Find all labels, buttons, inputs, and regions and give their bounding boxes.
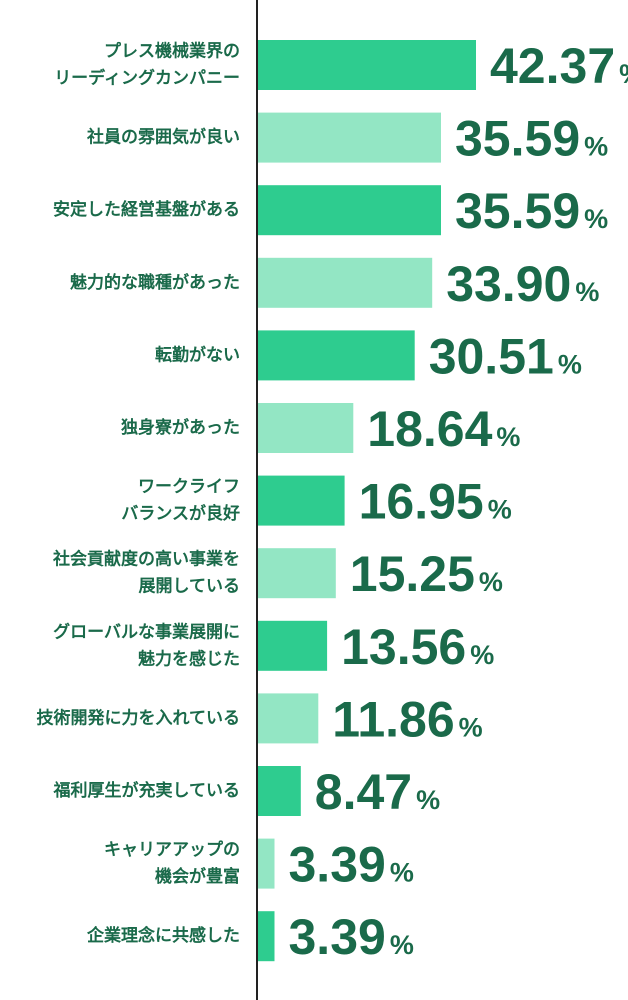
bar <box>257 693 319 744</box>
category-label-line: 転勤がない <box>155 344 240 365</box>
category-label: 魅力的な職種があった <box>70 272 240 293</box>
category-label-line: 機会が豊富 <box>155 866 240 887</box>
bar <box>257 112 441 163</box>
value-unit: % <box>416 785 440 815</box>
category-label: 転勤がない <box>155 344 240 365</box>
value-number: 35.59 <box>455 183 580 239</box>
category-label-line: 安定した経営基盤がある <box>53 199 240 220</box>
category-label-line: 技術開発に力を入れている <box>37 707 241 728</box>
value-unit: % <box>496 422 520 452</box>
category-label: プレス機械業界のリーディングカンパニー <box>54 41 240 89</box>
category-label-line: 社員の雰囲気が良い <box>86 127 240 148</box>
value-number: 42.37 <box>490 38 615 94</box>
value-number: 15.25 <box>350 546 475 602</box>
value-number: 16.95 <box>359 474 484 530</box>
value-label: 18.64% <box>367 401 520 457</box>
value-label: 16.95% <box>359 474 512 530</box>
category-label: 技術開発に力を入れている <box>37 707 241 728</box>
category-label: 社会貢献度の高い事業を展開している <box>52 549 240 597</box>
value-unit: % <box>470 640 494 670</box>
value-label: 3.39% <box>289 909 414 965</box>
category-label-line: グローバルな事業展開に <box>53 621 240 642</box>
value-label: 35.59% <box>455 111 608 167</box>
value-unit: % <box>459 712 483 742</box>
category-label: 独身寮があった <box>121 417 240 438</box>
bar <box>257 838 275 889</box>
category-label: 社員の雰囲気が良い <box>86 127 240 148</box>
value-number: 18.64 <box>367 401 492 457</box>
value-number: 35.59 <box>455 111 580 167</box>
value-unit: % <box>584 132 608 162</box>
category-label-line: 独身寮があった <box>121 417 240 438</box>
category-label-line: ワークライフ <box>138 477 240 497</box>
value-label: 8.47% <box>315 764 440 820</box>
category-label-line: リーディングカンパニー <box>54 68 240 89</box>
value-number: 3.39 <box>289 909 386 965</box>
bar <box>257 185 441 236</box>
category-label-line: バランスが良好 <box>121 503 240 524</box>
value-label: 3.39% <box>289 837 414 893</box>
category-label-line: 魅力を感じた <box>138 648 240 669</box>
category-label: 企業理念に共感した <box>86 925 240 946</box>
category-label-line: 福利厚生が充実している <box>53 780 241 801</box>
category-label-line: 企業理念に共感した <box>86 925 240 946</box>
category-label: 安定した経営基盤がある <box>53 199 240 220</box>
value-unit: % <box>479 567 503 597</box>
value-number: 11.86 <box>332 691 454 747</box>
value-label: 35.59% <box>455 183 608 239</box>
value-unit: % <box>488 495 512 525</box>
value-label: 42.37% <box>490 38 628 94</box>
bar <box>257 403 354 453</box>
category-label-line: 魅力的な職種があった <box>70 272 240 293</box>
category-labels: プレス機械業界のリーディングカンパニー社員の雰囲気が良い安定した経営基盤がある魅… <box>37 41 241 947</box>
value-unit: % <box>584 204 608 234</box>
value-unit: % <box>558 349 582 379</box>
value-number: 3.39 <box>289 837 386 893</box>
category-label-line: プレス機械業界の <box>104 41 240 62</box>
value-unit: % <box>390 930 414 960</box>
category-label: グローバルな事業展開に魅力を感じた <box>53 621 240 669</box>
category-label-line: 展開している <box>139 577 241 597</box>
value-labels: 42.37%35.59%35.59%33.90%30.51%18.64%16.9… <box>289 38 628 965</box>
bar <box>257 475 345 526</box>
bar <box>257 330 415 381</box>
value-number: 30.51 <box>429 328 554 384</box>
category-label-line: キャリアアップの <box>104 839 240 860</box>
value-label: 30.51% <box>429 328 582 384</box>
bar <box>257 620 328 671</box>
value-label: 11.86% <box>332 691 482 747</box>
bar <box>257 40 476 90</box>
category-label: ワークライフバランスが良好 <box>121 477 240 524</box>
value-number: 8.47 <box>315 764 412 820</box>
value-number: 13.56 <box>341 619 466 675</box>
value-unit: % <box>575 277 599 307</box>
bar <box>257 548 336 599</box>
bars-layer <box>257 40 476 962</box>
bar <box>257 766 301 816</box>
category-label: キャリアアップの機会が豊富 <box>104 839 240 887</box>
value-unit: % <box>619 59 628 89</box>
value-label: 15.25% <box>350 546 503 602</box>
bar <box>257 257 433 308</box>
value-label: 33.90% <box>446 256 599 312</box>
value-number: 33.90 <box>446 256 571 312</box>
bar <box>257 911 275 962</box>
category-label-line: 社会貢献度の高い事業を <box>52 549 240 570</box>
category-label: 福利厚生が充実している <box>53 780 241 801</box>
value-label: 13.56% <box>341 619 494 675</box>
value-unit: % <box>390 858 414 888</box>
